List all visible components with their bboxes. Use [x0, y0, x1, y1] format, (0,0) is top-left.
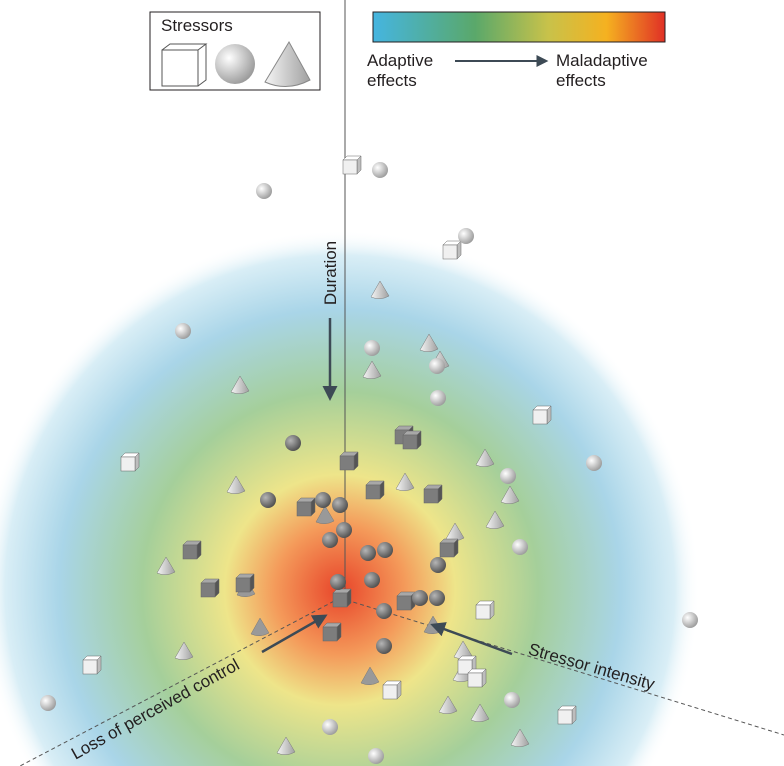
sphere: [376, 603, 392, 619]
cube-front: [323, 627, 337, 641]
cube-front: [533, 410, 547, 424]
cube-front: [440, 543, 454, 557]
cube-front: [476, 605, 490, 619]
sphere: [332, 497, 348, 513]
sphere: [364, 572, 380, 588]
sphere: [458, 228, 474, 244]
scale-low-2: effects: [367, 71, 417, 90]
sphere: [256, 183, 272, 199]
scale-low-1: Adaptive: [367, 51, 433, 70]
cube-front: [558, 710, 572, 724]
cube-front: [121, 457, 135, 471]
sphere: [372, 162, 388, 178]
cube-front: [183, 545, 197, 559]
sphere: [412, 590, 428, 606]
sphere: [285, 435, 301, 451]
scale-high-1: Maladaptive: [556, 51, 648, 70]
gradient-field: [0, 0, 784, 766]
legend-sphere: [215, 44, 255, 84]
cube-front: [201, 583, 215, 597]
cube-front: [340, 456, 354, 470]
sphere: [376, 638, 392, 654]
sphere: [682, 612, 698, 628]
sphere: [504, 692, 520, 708]
sphere: [360, 545, 376, 561]
sphere: [430, 557, 446, 573]
sphere: [330, 574, 346, 590]
sphere: [429, 590, 445, 606]
sphere: [322, 532, 338, 548]
color-scale: [373, 12, 665, 42]
sphere: [430, 390, 446, 406]
sphere: [429, 358, 445, 374]
sphere: [260, 492, 276, 508]
page: {"legend": {"title": "Stressors"}, "scal…: [0, 0, 784, 766]
cube-front: [383, 685, 397, 699]
cube-front: [443, 245, 457, 259]
sphere: [368, 748, 384, 764]
cube-front: [83, 660, 97, 674]
cube-front: [366, 485, 380, 499]
legend-title: Stressors: [161, 16, 233, 35]
sphere: [512, 539, 528, 555]
sphere: [586, 455, 602, 471]
sphere: [175, 323, 191, 339]
cube-front: [403, 435, 417, 449]
sphere: [364, 340, 380, 356]
cube-front: [424, 489, 438, 503]
cube-front: [236, 578, 250, 592]
sphere: [322, 719, 338, 735]
cube-front: [343, 160, 357, 174]
sphere: [40, 695, 56, 711]
cube-front: [297, 502, 311, 516]
cube-front: [333, 593, 347, 607]
duration-label: Duration: [321, 241, 340, 305]
cube-front: [397, 596, 411, 610]
sphere: [336, 522, 352, 538]
sphere: [500, 468, 516, 484]
legend-shapes: [162, 42, 310, 87]
sphere: [315, 492, 331, 508]
cube-front: [468, 673, 482, 687]
scale-high-2: effects: [556, 71, 606, 90]
sphere: [377, 542, 393, 558]
stress-diagram: Stressors Adaptive effects Maladaptive e…: [0, 0, 784, 766]
